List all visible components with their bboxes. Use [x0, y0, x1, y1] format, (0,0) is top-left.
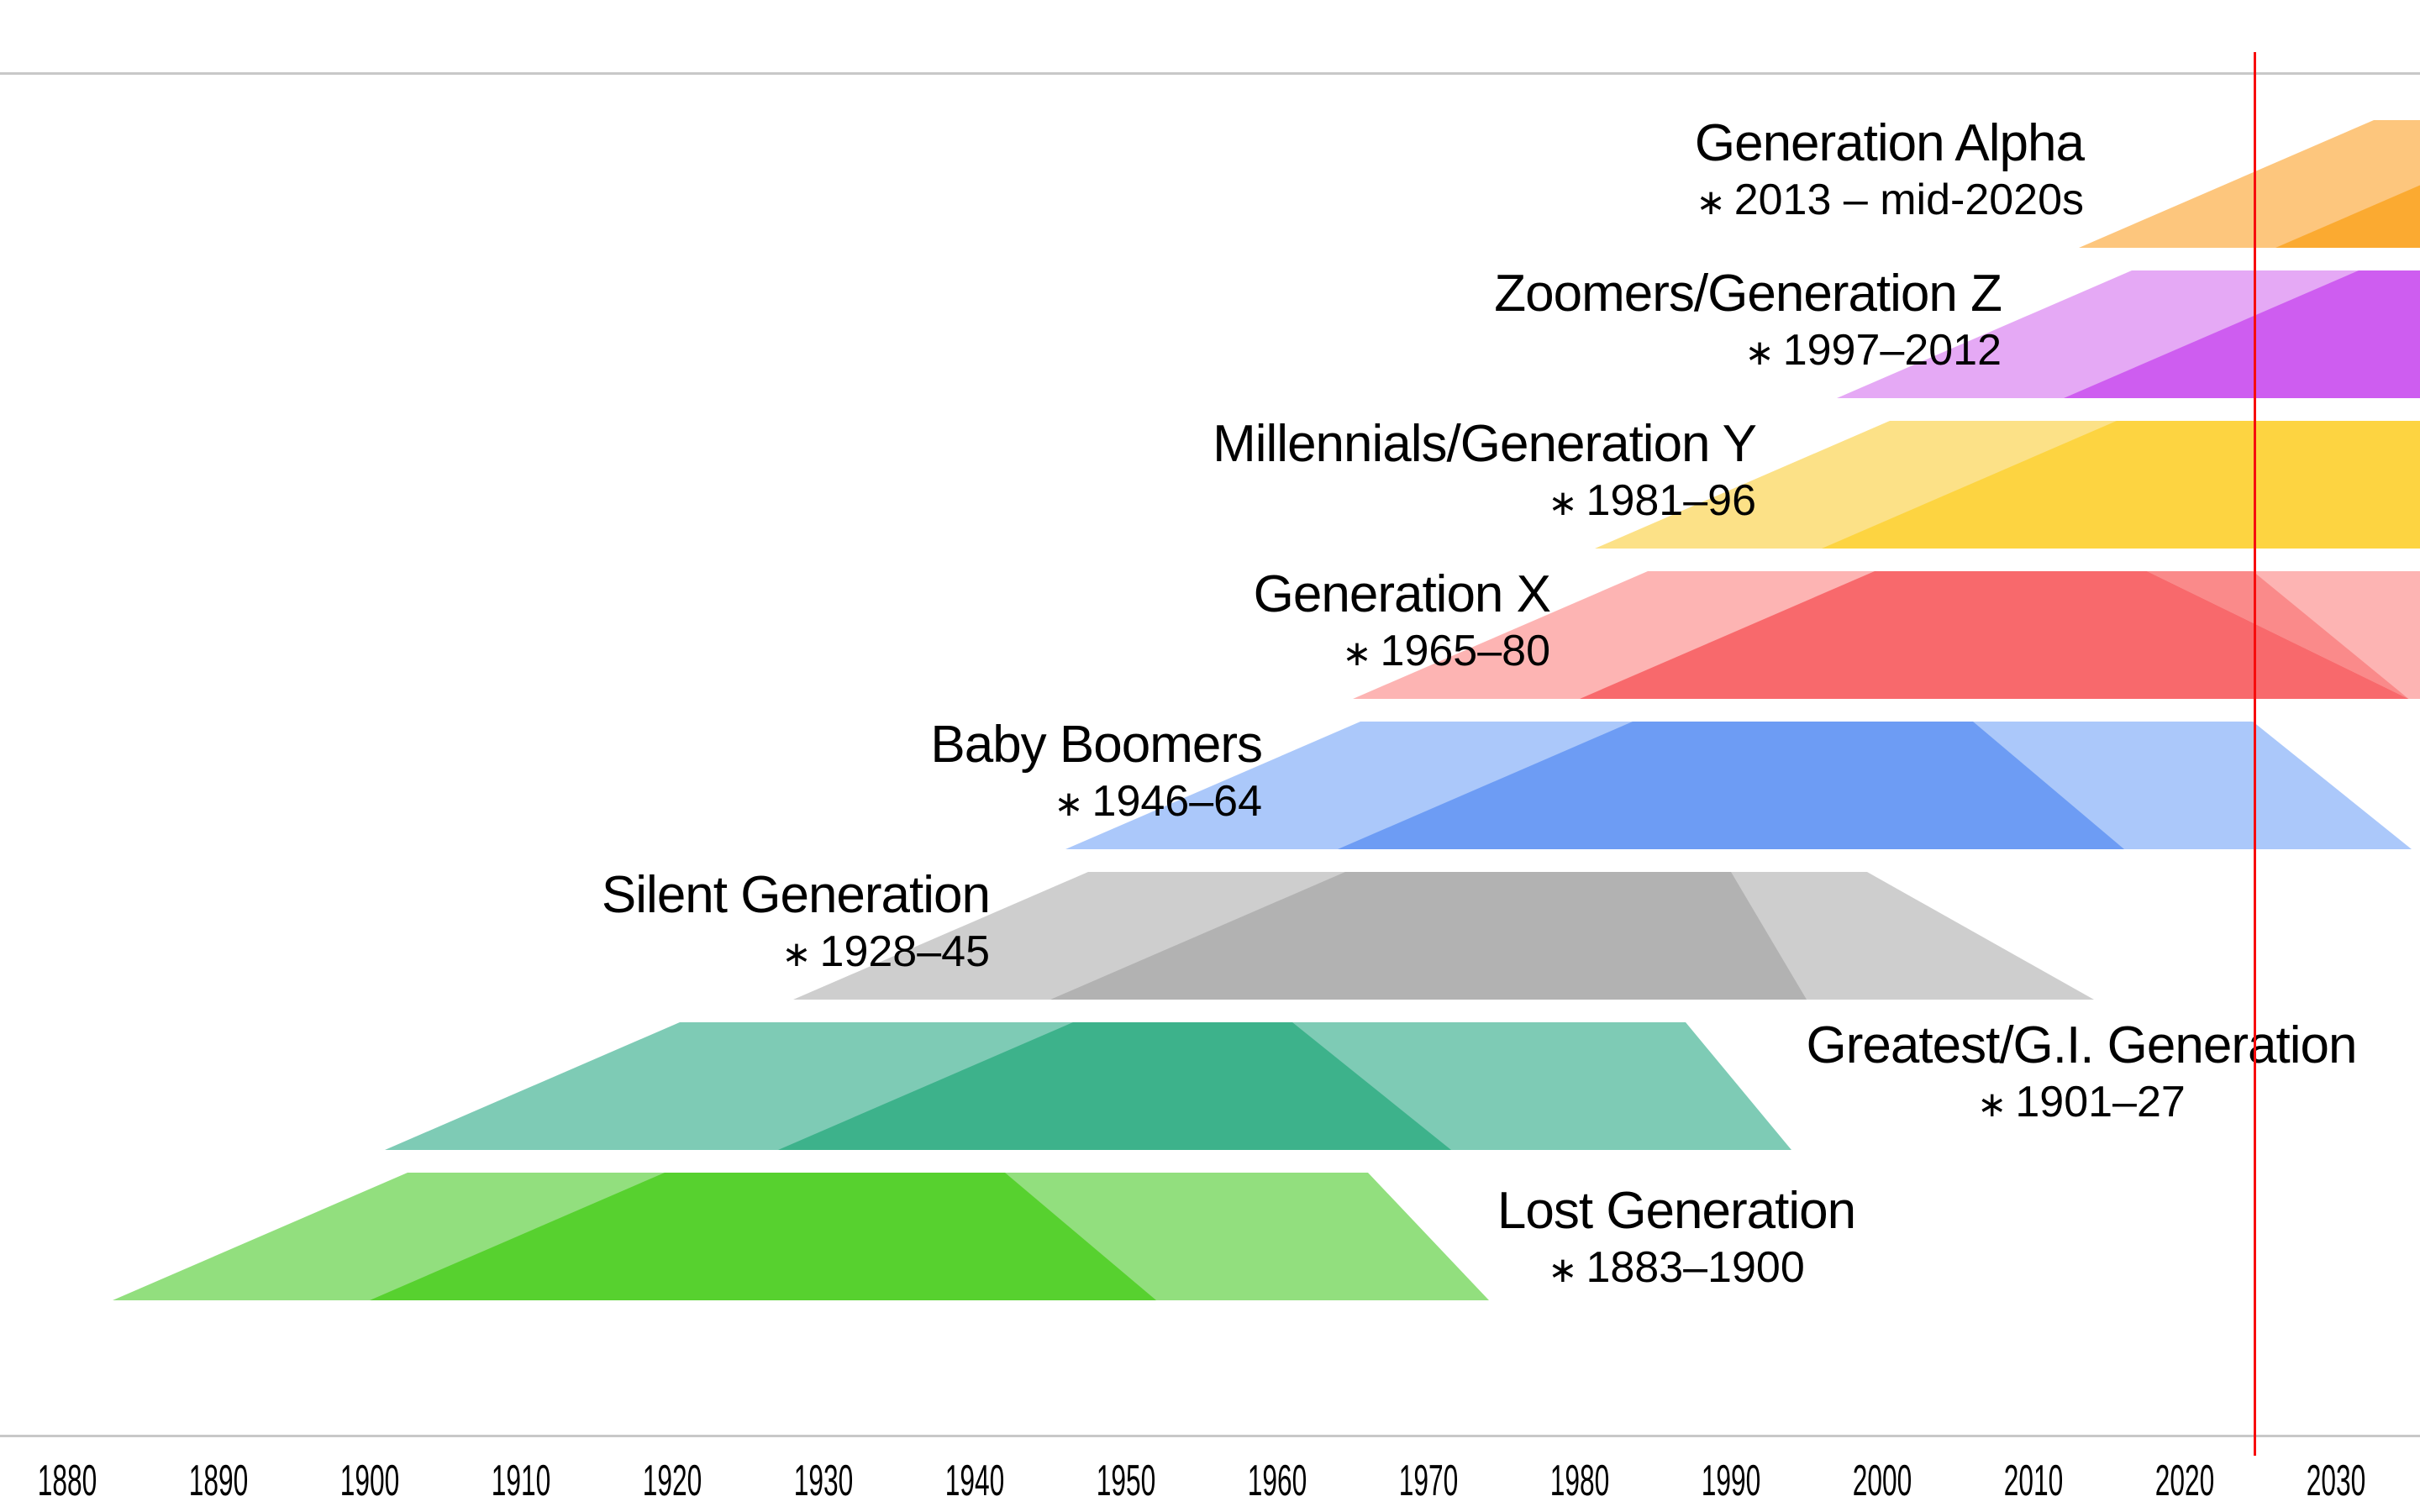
- generation-name: Baby Boomers: [930, 716, 1263, 774]
- axis-tick-label-2020: 2020: [2154, 1457, 2215, 1505]
- birth-years: 2013 – mid-2020s: [1733, 176, 2084, 224]
- band-fade-generation-x: [2147, 571, 2409, 699]
- birth-years: 1981–96: [1586, 476, 1756, 525]
- axis-tick-label-2010: 2010: [2003, 1457, 2064, 1505]
- now-line: [2253, 52, 2256, 1456]
- born-asterisk-symbol: ∗: [1696, 182, 1726, 222]
- plot-top-border: [0, 72, 2420, 75]
- band-core-zoomers-generation-z: [2064, 270, 2420, 398]
- generation-label-baby-boomers: Baby Boomers ∗ 1946–64: [930, 716, 1263, 826]
- band-core-lost-generation: [370, 1173, 1156, 1300]
- birth-years: 1997–2012: [1782, 326, 2002, 375]
- band-core-millennials-generation-y: [1822, 421, 2420, 549]
- axis-tick-label-1960: 1960: [1247, 1457, 1307, 1505]
- born-asterisk-symbol: ∗: [1548, 1250, 1578, 1289]
- generation-label-millennials-generation-y: Millennials/Generation Y ∗ 1981–96: [1213, 415, 1757, 525]
- generation-label-generation-x: Generation X ∗ 1965–80: [1253, 565, 1551, 675]
- generation-name: Silent Generation: [601, 866, 991, 924]
- generation-label-silent-generation: Silent Generation ∗ 1928–45: [601, 866, 991, 976]
- generation-name: Greatest/G.I. Generation: [1806, 1016, 2358, 1074]
- generation-name: Generation X: [1253, 565, 1551, 623]
- birth-years: 1883–1900: [1586, 1243, 1805, 1292]
- generation-birth-range: ∗ 1883–1900: [1497, 1246, 1855, 1292]
- axis-tick-label-1980: 1980: [1549, 1457, 1610, 1505]
- band-core-baby-boomers: [1338, 722, 2124, 849]
- birth-years: 1946–64: [1092, 777, 1262, 826]
- axis-tick-label-1930: 1930: [793, 1457, 854, 1505]
- generation-label-generation-alpha: Generation Alpha ∗ 2013 – mid-2020s: [1694, 114, 2085, 224]
- band-core-silent-generation: [1050, 872, 1807, 1000]
- axis-tick-label-1890: 1890: [188, 1457, 249, 1505]
- axis-tick-label-1880: 1880: [37, 1457, 97, 1505]
- axis-tick-label-1920: 1920: [642, 1457, 702, 1505]
- axis-tick-label-2030: 2030: [2306, 1457, 2366, 1505]
- generation-birth-range: ∗ 2013 – mid-2020s: [1695, 178, 2084, 224]
- born-asterisk-symbol: ∗: [1977, 1084, 2007, 1124]
- band-outer-generation-alpha: [2079, 120, 2420, 248]
- born-asterisk-symbol: ∗: [1744, 333, 1775, 372]
- axis-tick-label-1990: 1990: [1701, 1457, 1761, 1505]
- axis-tick-label-1950: 1950: [1096, 1457, 1156, 1505]
- axis-baseline: [0, 1435, 2420, 1437]
- birth-years: 1965–80: [1380, 627, 1550, 675]
- axis-tick-label-1900: 1900: [339, 1457, 400, 1505]
- axis-tick-label-1940: 1940: [944, 1457, 1005, 1505]
- generation-birth-range: ∗ 1981–96: [1213, 479, 1756, 525]
- born-asterisk-symbol: ∗: [1342, 633, 1372, 673]
- generation-name: Zoomers/Generation Z: [1494, 265, 2002, 323]
- generation-birth-range: ∗ 1901–27: [1807, 1080, 2357, 1126]
- axis-tick-label-2000: 2000: [1852, 1457, 1912, 1505]
- born-asterisk-symbol: ∗: [781, 934, 812, 974]
- generation-label-greatest-g-i-generation: Greatest/G.I. Generation ∗ 1901–27: [1806, 1016, 2358, 1126]
- generation-name: Lost Generation: [1497, 1182, 1856, 1240]
- generation-birth-range: ∗ 1965–80: [1254, 629, 1550, 675]
- axis-tick-label-1970: 1970: [1398, 1457, 1459, 1505]
- axis-tick-label-1910: 1910: [491, 1457, 551, 1505]
- generation-birth-range: ∗ 1997–2012: [1494, 328, 2002, 375]
- band-core-greatest-g-i-generation: [778, 1022, 1451, 1150]
- birth-years: 1901–27: [2015, 1078, 2186, 1126]
- generation-name: Millennials/Generation Y: [1213, 415, 1757, 473]
- band-core-generation-alpha: [2275, 185, 2420, 248]
- generation-birth-range: ∗ 1946–64: [930, 780, 1262, 826]
- generation-label-lost-generation: Lost Generation ∗ 1883–1900: [1497, 1182, 1856, 1292]
- birth-years: 1928–45: [819, 927, 990, 976]
- generation-birth-range: ∗ 1928–45: [602, 930, 990, 976]
- band-core-generation-x: [1580, 571, 2409, 699]
- born-asterisk-symbol: ∗: [1548, 483, 1578, 522]
- generation-label-zoomers-generation-z: Zoomers/Generation Z ∗ 1997–2012: [1494, 268, 2002, 375]
- born-asterisk-symbol: ∗: [1054, 784, 1084, 823]
- generation-name: Generation Alpha: [1694, 114, 2085, 172]
